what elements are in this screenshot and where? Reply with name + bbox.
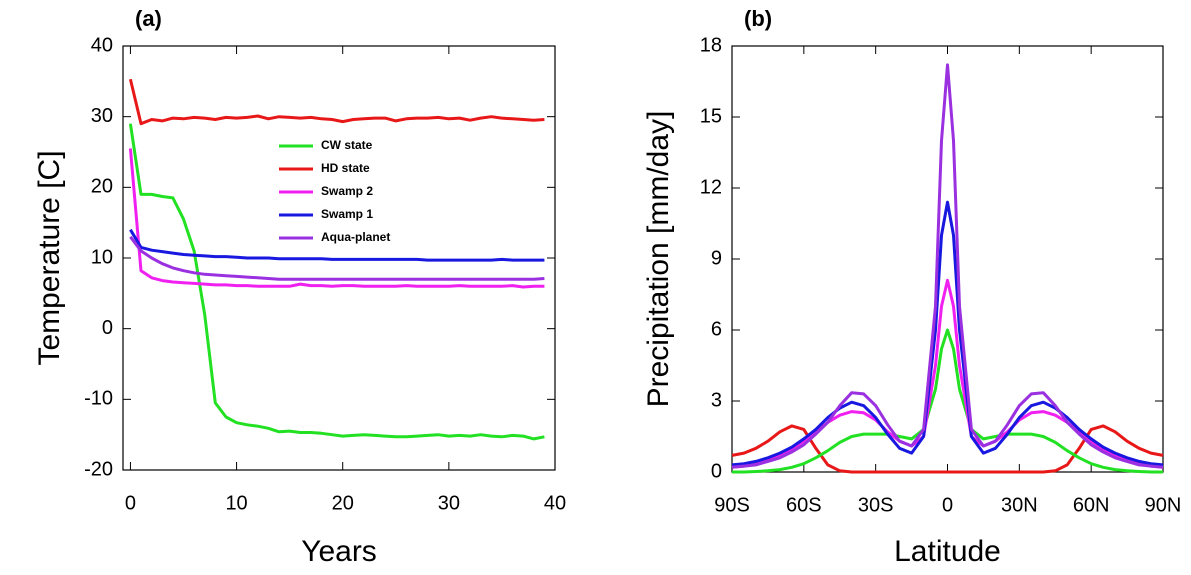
series-line	[129, 228, 545, 262]
x-tick-label: 30S	[858, 494, 894, 516]
x-tick-label: 60S	[786, 494, 822, 516]
y-tick-label: 3	[711, 389, 722, 411]
panel-title: (b)	[744, 6, 772, 31]
x-tick-label: 0	[125, 492, 136, 514]
x-tick-label: 90S	[714, 494, 750, 516]
x-tick-label: 0	[942, 494, 953, 516]
series-line	[128, 78, 545, 126]
legend-label: CW state	[321, 138, 373, 152]
y-tick-label: 15	[700, 105, 722, 127]
y-tick-label: 40	[91, 34, 113, 56]
x-tick-label: 40	[544, 492, 566, 514]
x-tick-label: 30N	[1001, 494, 1038, 516]
x-axis-title: Latitude	[894, 535, 1001, 568]
series-line	[128, 148, 545, 289]
series-line	[732, 328, 1163, 474]
y-axis-title: Precipitation [mm/day]	[642, 111, 675, 408]
series-line	[731, 63, 1164, 469]
legend-label: Swamp 1	[321, 207, 373, 221]
x-tick-label: 30	[438, 492, 460, 514]
y-tick-label: 0	[711, 460, 722, 482]
y-tick-label: -20	[84, 458, 113, 480]
y-axis-title: Temperature [C]	[33, 150, 66, 365]
x-tick-label: 10	[225, 492, 247, 514]
x-axis-title: Years	[301, 535, 377, 568]
series-line	[129, 235, 545, 281]
y-tick-label: 9	[711, 247, 722, 269]
x-tick-label: 60N	[1073, 494, 1110, 516]
legend-label: Aqua-planet	[321, 230, 390, 244]
plot-frame	[731, 45, 1164, 473]
y-tick-label: 0	[102, 317, 113, 339]
y-tick-label: 18	[700, 34, 722, 56]
series-line	[731, 278, 1164, 469]
x-tick-label: 20	[332, 492, 354, 514]
y-tick-label: 30	[91, 105, 113, 127]
y-tick-label: 6	[711, 318, 722, 340]
series-line	[731, 200, 1164, 467]
y-tick-label: 10	[91, 246, 113, 268]
y-tick-label: 20	[91, 176, 113, 198]
legend-label: Swamp 2	[321, 184, 373, 198]
y-tick-label: 12	[700, 176, 722, 198]
y-tick-label: -10	[84, 388, 113, 410]
panel-title: (a)	[135, 6, 162, 31]
x-tick-label: 90N	[1145, 494, 1182, 516]
legend-label: HD state	[321, 161, 370, 175]
